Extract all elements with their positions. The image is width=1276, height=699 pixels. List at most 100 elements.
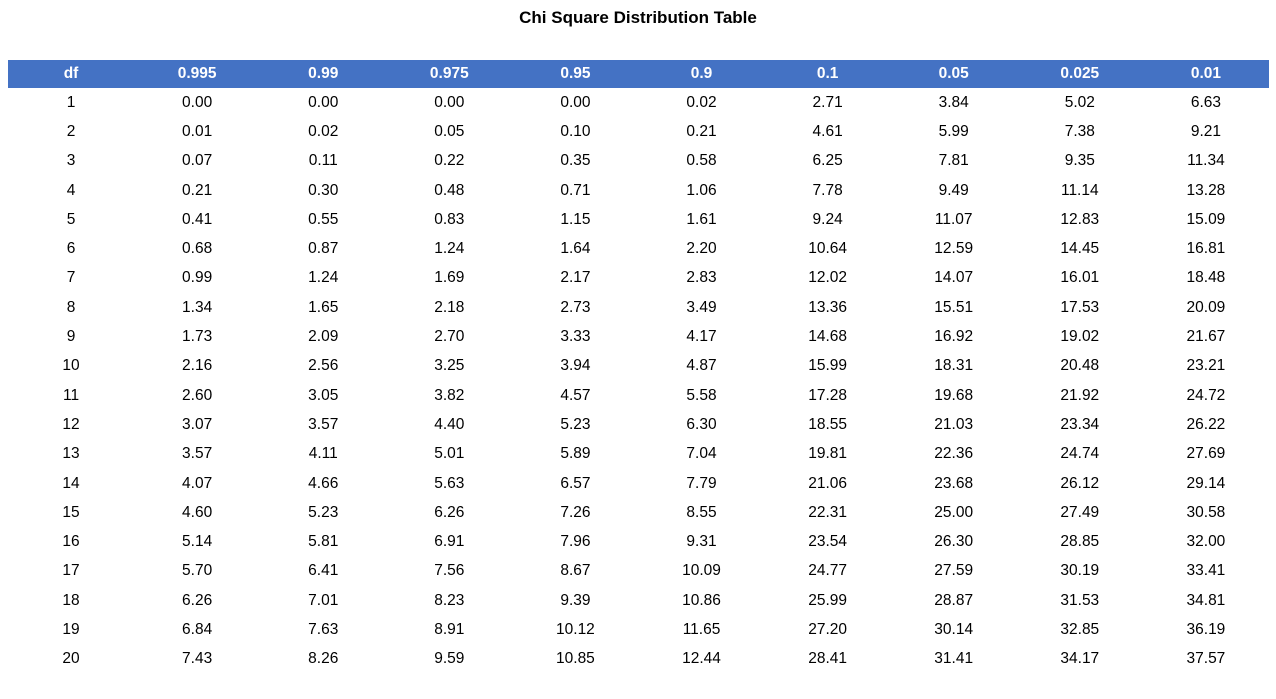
header-cell-0.995: 0.995 [134, 60, 261, 88]
table-cell: 7.96 [512, 527, 639, 557]
table-cell: 24.77 [764, 556, 891, 587]
table-cell: 3.82 [386, 380, 513, 411]
table-cell: 1.15 [512, 205, 639, 235]
table-row: 7 0.99 1.24 1.69 2.17 2.83 12.02 14.07 16.01 18.4… [8, 263, 1269, 294]
table-cell: 26.30 [890, 527, 1017, 557]
table-cell: 32.85 [1016, 615, 1143, 645]
table-cell: 0.11 [260, 146, 387, 176]
table-row: 17 5.70 6.41 7.56 8.67 10.09 24.77 27.59 30.19 33… [8, 556, 1269, 587]
table-cell: 18.55 [764, 410, 891, 440]
table-row: 3 0.07 0.11 0.22 0.35 0.58 6.25 7.81 9.35 11.34 [8, 146, 1269, 176]
table-cell: 7.79 [638, 468, 765, 499]
table-cell: 9.21 [1142, 117, 1269, 147]
table-cell: 11.34 [1142, 146, 1269, 176]
table-cell: 3.84 [890, 88, 1017, 118]
table-row: 12 3.07 3.57 4.40 5.23 6.30 18.55 21.03 23.34 26.… [8, 410, 1269, 440]
table-cell: 9.24 [764, 205, 891, 235]
table-cell: 8.91 [386, 615, 513, 645]
table-cell: 5.23 [512, 410, 639, 440]
table-cell: 2.83 [638, 263, 765, 294]
table-cell: 4.07 [134, 468, 261, 499]
df-cell: 10 [8, 351, 135, 381]
table-cell: 0.00 [512, 88, 639, 118]
table-body: 1 0.00 0.00 0.00 0.00 0.02 2.71 3.84 5.02 6.63 2 0.… [8, 88, 1269, 674]
header-cell-0.99: 0.99 [260, 60, 387, 88]
table-cell: 5.89 [512, 439, 639, 469]
table-cell: 2.20 [638, 234, 765, 264]
table-cell: 33.41 [1142, 556, 1269, 587]
table-cell: 10.86 [638, 586, 765, 616]
page-title: Chi Square Distribution Table [519, 8, 757, 27]
header-cell-0.05: 0.05 [890, 60, 1017, 88]
table-cell: 0.58 [638, 146, 765, 176]
table-cell: 6.57 [512, 468, 639, 499]
table-cell: 6.26 [134, 586, 261, 616]
table-cell: 1.69 [386, 263, 513, 294]
header-row: df 0.995 0.99 0.975 0.95 0.9 0.1 0.05 0.025 0.01 [8, 60, 1269, 88]
table-cell: 0.48 [386, 175, 513, 206]
table-cell: 24.72 [1142, 380, 1269, 411]
table-cell: 0.05 [386, 117, 513, 147]
table-cell: 32.00 [1142, 527, 1269, 557]
table-cell: 15.51 [890, 293, 1017, 323]
table-cell: 0.00 [260, 88, 387, 118]
table-row: 18 6.26 7.01 8.23 9.39 10.86 25.99 28.87 31.53 34… [8, 586, 1269, 616]
table-cell: 4.57 [512, 380, 639, 411]
table-cell: 1.65 [260, 293, 387, 323]
table-row: 10 2.16 2.56 3.25 3.94 4.87 15.99 18.31 20.48 23.… [8, 351, 1269, 381]
table-cell: 0.02 [638, 88, 765, 118]
table-cell: 7.56 [386, 556, 513, 587]
table-cell: 26.22 [1142, 410, 1269, 440]
table-cell: 7.38 [1016, 117, 1143, 147]
table-row: 4 0.21 0.30 0.48 0.71 1.06 7.78 9.49 11.14 13.28 [8, 175, 1269, 206]
table-cell: 1.34 [134, 293, 261, 323]
table-cell: 1.24 [386, 234, 513, 264]
table-cell: 30.14 [890, 615, 1017, 645]
table-cell: 0.21 [638, 117, 765, 147]
table-cell: 18.31 [890, 351, 1017, 381]
table-cell: 0.00 [134, 88, 261, 118]
table-cell: 5.70 [134, 556, 261, 587]
table-cell: 23.21 [1142, 351, 1269, 381]
table-cell: 5.02 [1016, 88, 1143, 118]
table-cell: 0.02 [260, 117, 387, 147]
table-cell: 27.49 [1016, 498, 1143, 528]
table-cell: 4.11 [260, 439, 387, 469]
table-cell: 14.07 [890, 263, 1017, 294]
table-cell: 4.66 [260, 468, 387, 499]
table-cell: 27.59 [890, 556, 1017, 587]
table-cell: 26.12 [1016, 468, 1143, 499]
table-cell: 28.87 [890, 586, 1017, 616]
table-cell: 2.60 [134, 380, 261, 411]
table-cell: 9.35 [1016, 146, 1143, 176]
df-cell: 18 [8, 586, 135, 616]
table-cell: 2.71 [764, 88, 891, 118]
table-cell: 7.04 [638, 439, 765, 469]
table-cell: 0.99 [134, 263, 261, 294]
table-cell: 7.43 [134, 644, 261, 674]
table-cell: 6.63 [1142, 88, 1269, 118]
df-cell: 13 [8, 439, 135, 469]
table-cell: 25.00 [890, 498, 1017, 528]
table-cell: 3.33 [512, 322, 639, 352]
table-cell: 34.17 [1016, 644, 1143, 674]
table-cell: 14.68 [764, 322, 891, 352]
table-cell: 9.49 [890, 175, 1017, 206]
table-cell: 4.40 [386, 410, 513, 440]
table-cell: 7.63 [260, 615, 387, 645]
table-cell: 19.81 [764, 439, 891, 469]
table-cell: 2.70 [386, 322, 513, 352]
table-cell: 6.25 [764, 146, 891, 176]
table-cell: 3.94 [512, 351, 639, 381]
df-cell: 19 [8, 615, 135, 645]
table-cell: 27.69 [1142, 439, 1269, 469]
table-cell: 8.55 [638, 498, 765, 528]
table-cell: 8.23 [386, 586, 513, 616]
table-cell: 25.99 [764, 586, 891, 616]
table-cell: 29.14 [1142, 468, 1269, 499]
table-cell: 22.31 [764, 498, 891, 528]
table-row: 19 6.84 7.63 8.91 10.12 11.65 27.20 30.14 32.85 3… [8, 615, 1269, 645]
table-cell: 1.24 [260, 263, 387, 294]
table-cell: 5.01 [386, 439, 513, 469]
table-cell: 0.55 [260, 205, 387, 235]
